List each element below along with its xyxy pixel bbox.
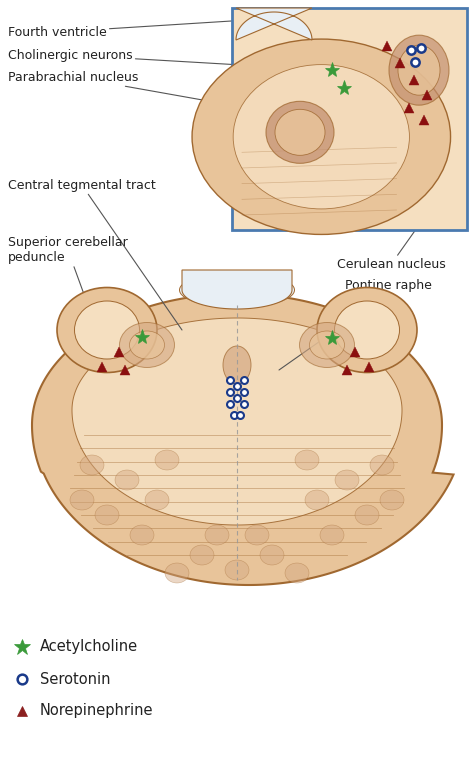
Ellipse shape <box>320 525 344 545</box>
Ellipse shape <box>260 545 284 565</box>
Ellipse shape <box>285 563 309 583</box>
Text: Fourth ventricle: Fourth ventricle <box>8 18 279 38</box>
Ellipse shape <box>380 490 404 510</box>
Ellipse shape <box>335 301 400 359</box>
Ellipse shape <box>300 323 355 367</box>
Ellipse shape <box>355 505 379 525</box>
Text: Central tegmental tract: Central tegmental tract <box>8 178 182 330</box>
Ellipse shape <box>165 563 189 583</box>
Ellipse shape <box>205 525 229 545</box>
Ellipse shape <box>275 109 325 155</box>
Ellipse shape <box>130 525 154 545</box>
Ellipse shape <box>266 101 334 163</box>
Ellipse shape <box>335 470 359 490</box>
Polygon shape <box>32 294 454 585</box>
Ellipse shape <box>389 35 449 105</box>
Ellipse shape <box>129 331 164 359</box>
Text: Serotonin: Serotonin <box>40 672 110 686</box>
Polygon shape <box>236 8 312 40</box>
Ellipse shape <box>190 545 214 565</box>
Ellipse shape <box>223 346 251 384</box>
Ellipse shape <box>180 272 294 308</box>
Ellipse shape <box>155 450 179 470</box>
Ellipse shape <box>119 323 174 367</box>
Text: Superior cerebellar
peduncle: Superior cerebellar peduncle <box>8 236 128 330</box>
Ellipse shape <box>233 64 410 209</box>
Ellipse shape <box>295 450 319 470</box>
Text: Acetylcholine: Acetylcholine <box>40 640 138 655</box>
Ellipse shape <box>245 525 269 545</box>
Ellipse shape <box>225 560 249 580</box>
Ellipse shape <box>398 45 440 95</box>
Ellipse shape <box>70 490 94 510</box>
Ellipse shape <box>192 39 451 234</box>
Ellipse shape <box>115 470 139 490</box>
Polygon shape <box>72 318 402 525</box>
Ellipse shape <box>317 288 417 373</box>
Text: Cholinergic neurons: Cholinergic neurons <box>8 48 327 70</box>
Polygon shape <box>182 270 292 309</box>
Ellipse shape <box>74 301 139 359</box>
Ellipse shape <box>57 288 157 373</box>
Ellipse shape <box>370 455 394 475</box>
Ellipse shape <box>145 490 169 510</box>
Text: Cerulean nucleus: Cerulean nucleus <box>337 225 446 271</box>
Text: Pontine raphe
nucleus: Pontine raphe nucleus <box>279 279 432 370</box>
Ellipse shape <box>305 490 329 510</box>
Text: Parabrachial nucleus: Parabrachial nucleus <box>8 70 300 117</box>
Ellipse shape <box>95 505 119 525</box>
Text: Norepinephrine: Norepinephrine <box>40 704 154 718</box>
Ellipse shape <box>80 455 104 475</box>
Ellipse shape <box>310 331 345 359</box>
FancyBboxPatch shape <box>232 8 467 230</box>
